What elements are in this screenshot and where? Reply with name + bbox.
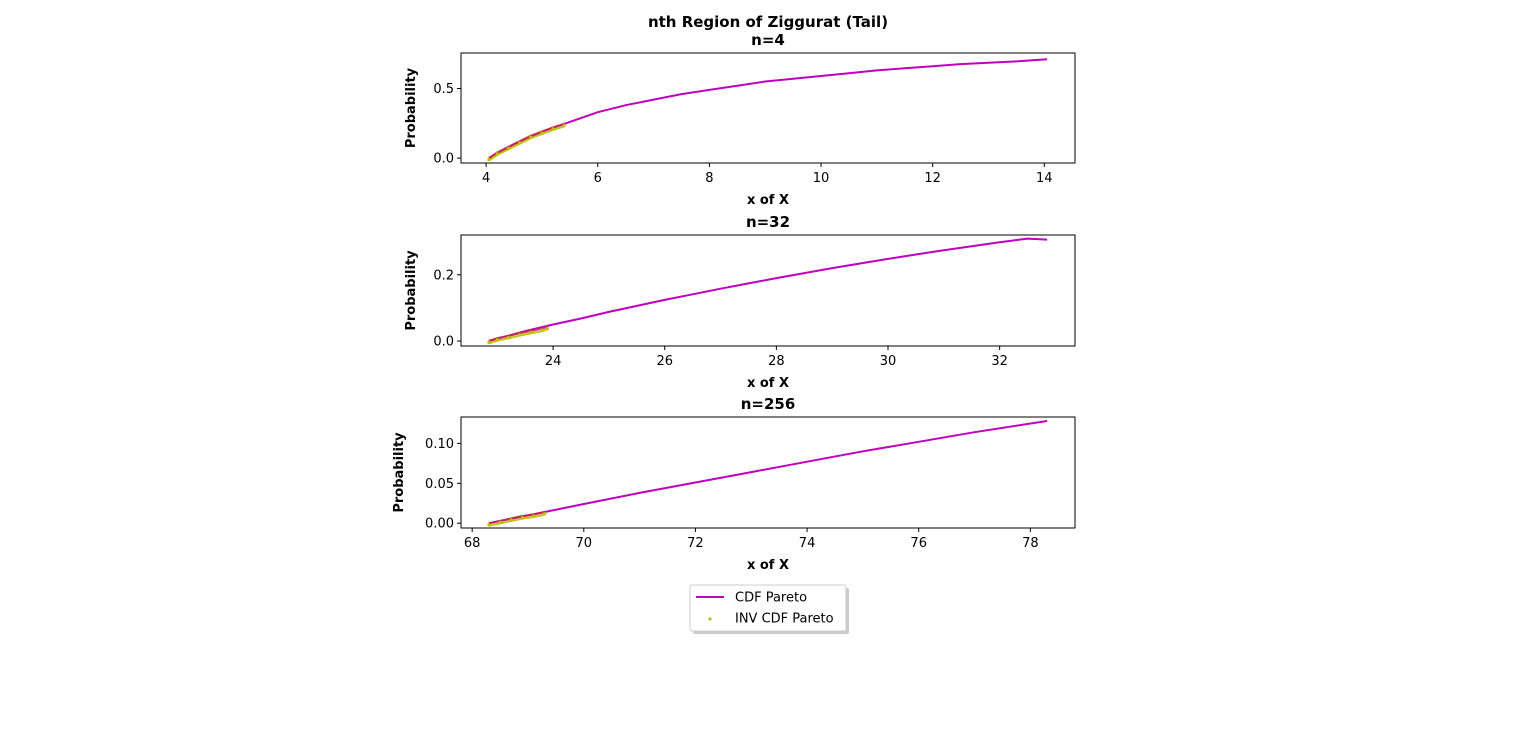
x-tick-label: 78	[1022, 536, 1039, 551]
axes-frame	[460, 416, 1076, 529]
legend-box	[689, 584, 847, 632]
inv-cdf-band	[488, 125, 565, 162]
x-tick-label: 30	[880, 354, 897, 369]
x-tick-label: 74	[799, 536, 816, 551]
subplot-title: n=256	[741, 395, 796, 413]
y-axis-label: Probability	[404, 67, 419, 148]
y-tick-label: 0.10	[425, 437, 454, 452]
axes-frame	[460, 234, 1076, 347]
x-axis-label: x of X	[747, 558, 789, 573]
cdf-line	[488, 420, 1048, 525]
y-tick-label: 0.5	[433, 82, 454, 97]
x-tick-label: 12	[924, 171, 941, 186]
inv-cdf-band	[488, 513, 545, 527]
subplot-3: n=256 68 70 72 74 76 78 0.00 0.05 0.10 x of X Proba…	[392, 395, 1076, 573]
legend-inv-label: INV CDF Pareto	[735, 612, 834, 627]
subplot-2: n=32 24 26 28 30 32 0.0 0.2 x of X Probability	[404, 213, 1076, 391]
overlap-line	[488, 511, 545, 525]
subplots: n=44 6 8 10 12 140.00.5x of XProbabilityn=322…	[392, 31, 1076, 573]
legend-inv-swatch	[708, 617, 712, 621]
x-tick-label: 14	[1036, 171, 1053, 186]
x-tick-label: 24	[545, 354, 562, 369]
y-tick-label: 0.05	[425, 477, 454, 492]
x-tick-label: 10	[813, 171, 830, 186]
subplot-1: n=4 4 6 8 10 12 14 0.0 0.5 x of X Probability	[404, 31, 1076, 208]
x-axis-label: x of X	[747, 193, 789, 208]
y-tick-label: 0.0	[433, 335, 454, 350]
x-tick-label: 68	[464, 536, 481, 551]
y-tick-label: 0.00	[425, 517, 454, 532]
y-axis-label: Probability	[404, 250, 419, 331]
x-axis-label: x of X	[747, 376, 789, 391]
x-tick-label: 32	[991, 354, 1008, 369]
legend: CDF Pareto INV CDF Pareto	[689, 584, 849, 634]
x-tick-label: 72	[687, 536, 704, 551]
axes-frame	[460, 52, 1076, 164]
x-tick-label: 4	[482, 171, 490, 186]
overlap-line	[488, 122, 565, 159]
cdf-line	[488, 58, 1048, 159]
subplot-title: n=4	[751, 31, 785, 49]
x-tick-label: 6	[594, 171, 602, 186]
y-tick-label: 0.2	[433, 268, 454, 283]
subplot-title: n=32	[746, 213, 790, 231]
x-tick-label: 28	[768, 354, 785, 369]
figure-title: nth Region of Ziggurat (Tail)	[648, 13, 888, 31]
legend-cdf-label: CDF Pareto	[735, 591, 807, 606]
y-axis-label: Probability	[392, 432, 407, 513]
x-tick-label: 8	[705, 171, 713, 186]
x-tick-label: 76	[910, 536, 927, 551]
cdf-line	[488, 237, 1048, 342]
x-tick-label: 70	[576, 536, 593, 551]
inv-cdf-band	[488, 328, 548, 345]
y-tick-label: 0.0	[433, 152, 454, 167]
x-tick-label: 26	[656, 354, 673, 369]
